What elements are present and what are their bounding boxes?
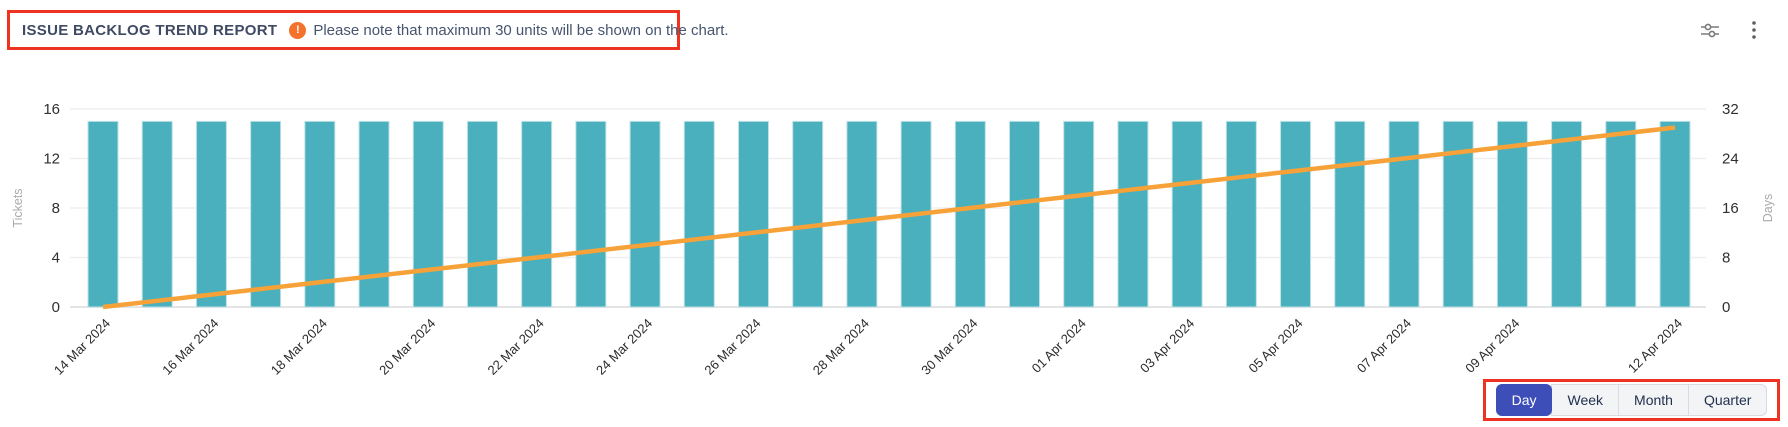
ticket-bar[interactable]	[575, 120, 607, 308]
ticket-bar[interactable]	[1009, 120, 1041, 308]
ticket-bar[interactable]	[1063, 120, 1095, 308]
ticket-bar[interactable]	[1605, 120, 1637, 308]
x-axis-date-label: 07 Apr 2024	[1354, 316, 1414, 376]
ticket-bar[interactable]	[1280, 120, 1312, 308]
ticket-bar[interactable]	[1117, 120, 1149, 308]
kebab-menu-icon[interactable]	[1742, 18, 1766, 42]
left-axis-tick-label: 16	[43, 101, 60, 118]
right-axis-title: Days	[1761, 194, 1775, 222]
ticket-bar[interactable]	[412, 120, 444, 308]
x-axis-date-label: 12 Apr 2024	[1625, 316, 1685, 376]
granularity-button-group: Day Week Month Quarter	[1495, 384, 1768, 416]
granularity-day-button[interactable]: Day	[1495, 384, 1553, 416]
ticket-bar[interactable]	[195, 120, 227, 308]
x-axis-date-label: 20 Mar 2024	[376, 316, 438, 378]
ticket-bar[interactable]	[1171, 120, 1203, 308]
x-axis-date-label: 28 Mar 2024	[810, 316, 872, 378]
right-axis-tick-label: 24	[1722, 151, 1739, 168]
x-axis-date-label: 24 Mar 2024	[593, 316, 655, 378]
ticket-bar[interactable]	[250, 120, 282, 308]
x-axis-date-label: 18 Mar 2024	[268, 316, 330, 378]
ticket-bar[interactable]	[683, 120, 715, 308]
ticket-bar[interactable]	[737, 120, 769, 308]
ticket-bar[interactable]	[954, 120, 986, 308]
ticket-bar[interactable]	[87, 120, 119, 308]
header-actions	[1698, 18, 1766, 42]
annotation-box-title: ISSUE BACKLOG TREND REPORT ! Please note…	[7, 10, 729, 50]
x-axis-date-label: 26 Mar 2024	[701, 316, 763, 378]
ticket-bar[interactable]	[846, 120, 878, 308]
x-axis-date-label: 03 Apr 2024	[1137, 316, 1197, 376]
right-axis-tick-label: 32	[1722, 101, 1739, 118]
ticket-bar[interactable]	[304, 120, 336, 308]
annotation-box-granularity: Day Week Month Quarter	[1483, 379, 1780, 421]
ticket-bar[interactable]	[629, 120, 661, 308]
left-axis-tick-label: 8	[52, 200, 60, 217]
left-axis-tick-label: 4	[52, 250, 60, 267]
ticket-bar[interactable]	[466, 120, 498, 308]
ticket-bar[interactable]	[1388, 120, 1420, 308]
x-axis-date-label: 09 Apr 2024	[1462, 316, 1522, 376]
ticket-bar[interactable]	[141, 120, 173, 308]
ticket-bar[interactable]	[1496, 120, 1528, 308]
chart-note-text: Please note that maximum 30 units will b…	[313, 21, 729, 39]
granularity-week-button[interactable]: Week	[1551, 384, 1620, 416]
granularity-quarter-button[interactable]: Quarter	[1687, 384, 1768, 416]
chart-note: ! Please note that maximum 30 units will…	[289, 21, 729, 39]
granularity-month-button[interactable]: Month	[1618, 384, 1689, 416]
sliders-filter-icon[interactable]	[1698, 18, 1722, 42]
left-axis-title: Tickets	[11, 188, 25, 227]
x-axis-date-label: 16 Mar 2024	[159, 316, 221, 378]
ticket-bar[interactable]	[1334, 120, 1366, 308]
trend-chart: 0 4 8 12 16 0 8 16 24 32 Tickets Days 14 Mar 2024 16 …	[11, 101, 1775, 378]
ticket-bar[interactable]	[1659, 120, 1691, 308]
x-axis-date-label: 22 Mar 2024	[485, 316, 547, 378]
x-axis-date-label: 01 Apr 2024	[1029, 316, 1089, 376]
x-axis-date-label: 14 Mar 2024	[51, 316, 113, 378]
page-title: ISSUE BACKLOG TREND REPORT	[22, 21, 278, 39]
left-axis-tick-label: 0	[52, 299, 60, 316]
ticket-bar[interactable]	[792, 120, 824, 308]
x-axis-date-label: 05 Apr 2024	[1245, 316, 1305, 376]
days-trend-line[interactable]	[102, 125, 1676, 310]
ticket-bar[interactable]	[1225, 120, 1257, 308]
ticket-bar[interactable]	[1551, 120, 1583, 308]
right-axis-tick-label: 8	[1722, 250, 1730, 267]
right-axis-tick-label: 16	[1722, 200, 1739, 217]
alert-dot-icon: !	[289, 21, 307, 39]
ticket-bar[interactable]	[521, 120, 553, 308]
right-axis-tick-label: 0	[1722, 299, 1730, 316]
left-axis-tick-label: 12	[43, 151, 60, 168]
x-axis-date-label: 30 Mar 2024	[918, 316, 980, 378]
